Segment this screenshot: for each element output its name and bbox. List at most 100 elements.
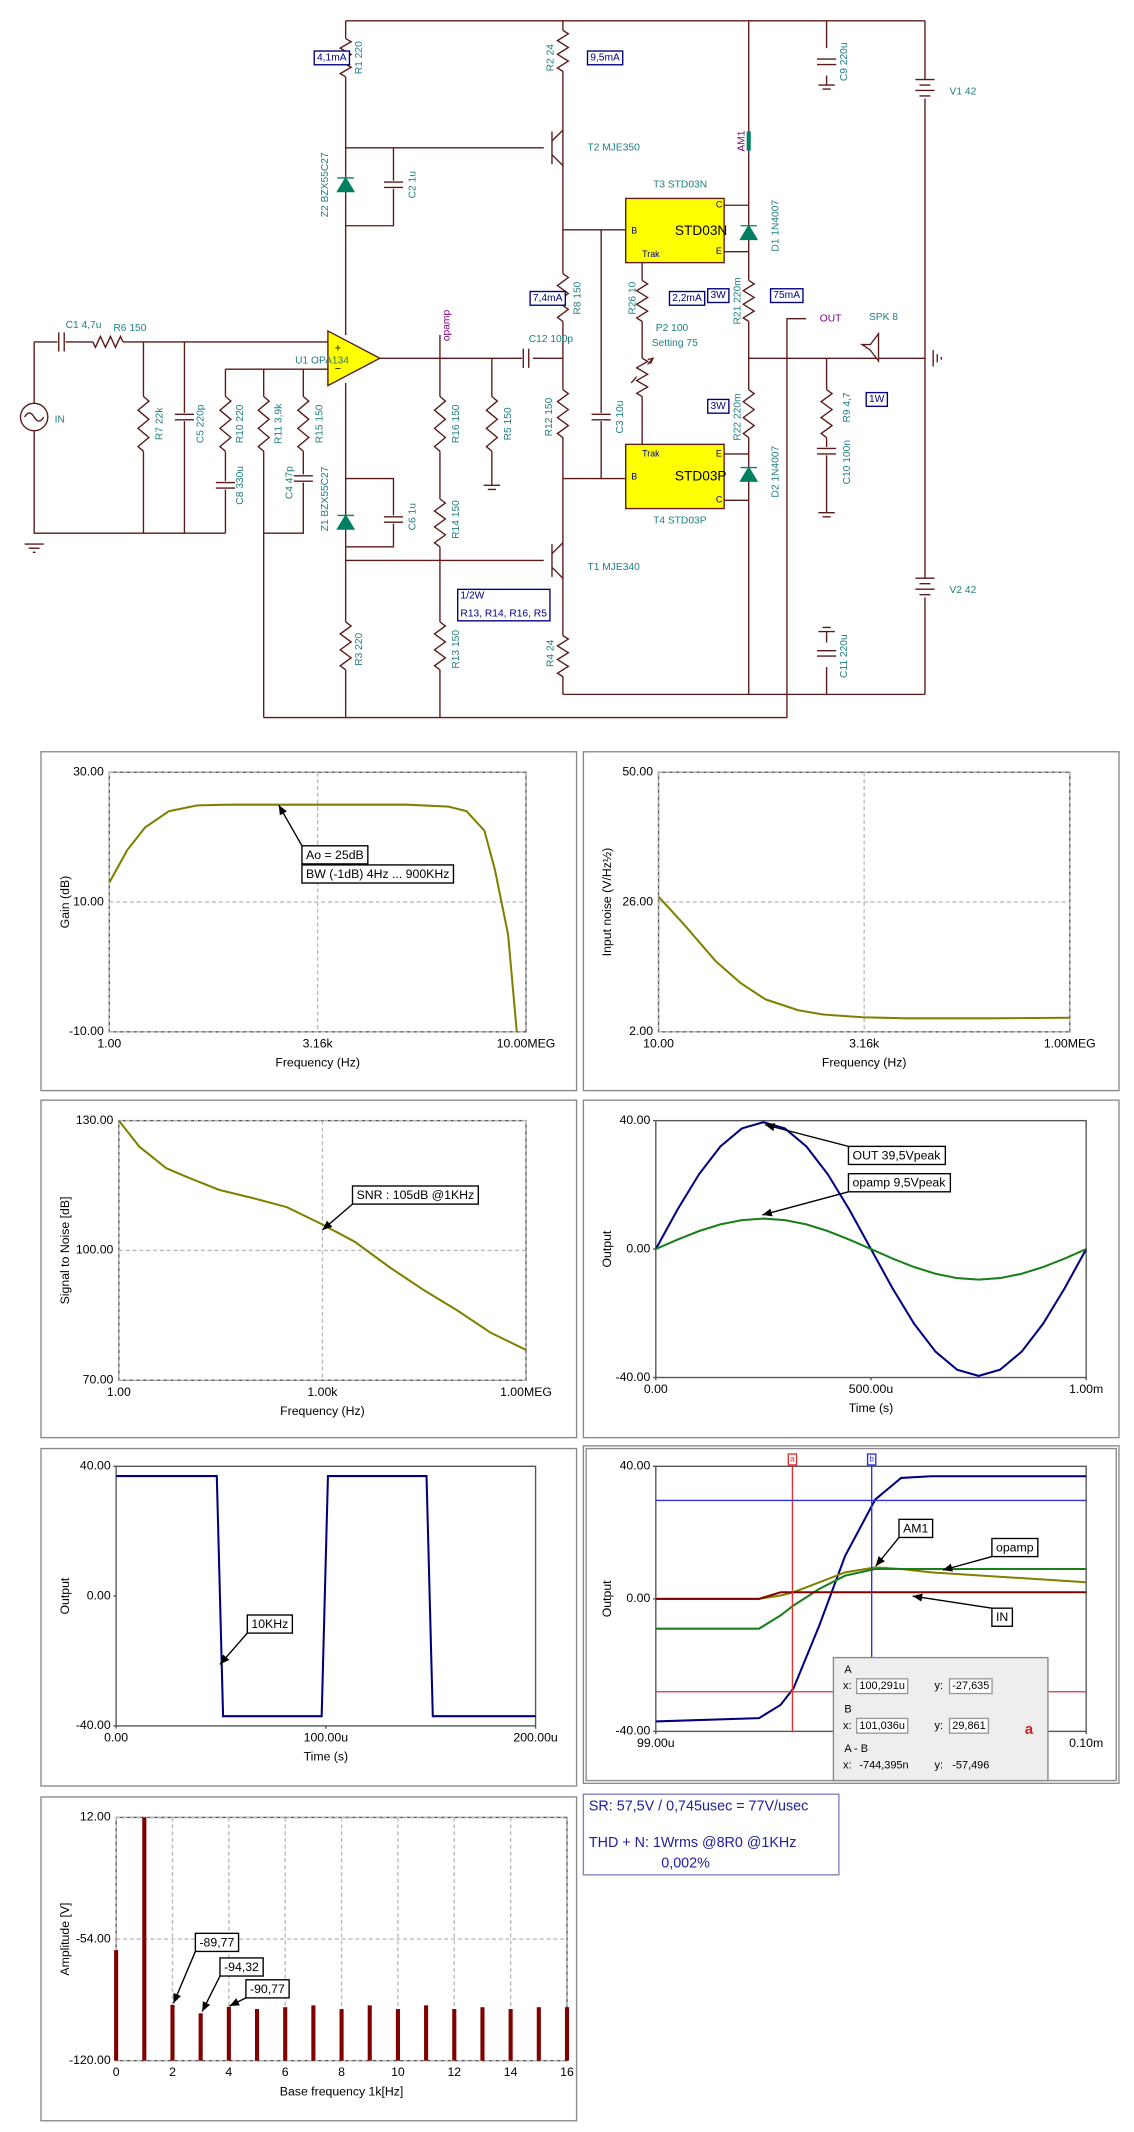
resistor xyxy=(556,29,570,72)
label-box xyxy=(457,588,551,622)
component-label: R8 150 xyxy=(573,281,584,314)
capacitor-gap xyxy=(174,412,195,422)
capacitor xyxy=(58,332,65,352)
cursor-name: A - B xyxy=(844,1743,868,1755)
x-tick-label: 14 xyxy=(504,2065,518,2079)
annotation: IN xyxy=(996,1610,1008,1624)
component-label: D2 1N4007 xyxy=(771,445,782,497)
resistor xyxy=(741,279,756,322)
cursor-x: 100,291u xyxy=(859,1680,905,1692)
annotation: SNR : 105dB @1KHz xyxy=(357,1188,475,1202)
component-label: E xyxy=(716,246,722,256)
component-label: C5 220p xyxy=(196,404,207,443)
component-label: T4 STD03P xyxy=(653,516,707,527)
component-label: Setting 75 xyxy=(652,338,698,349)
cursor-name: A xyxy=(844,1664,852,1676)
component-label: 2,2mA xyxy=(672,293,702,304)
y-axis-label: Amplitude [V] xyxy=(58,1903,72,1976)
component-label: STD03N xyxy=(675,223,727,238)
annotation-arrow xyxy=(321,1203,353,1231)
component-label: AM1 xyxy=(737,130,748,151)
y-tick-label: 50.00 xyxy=(622,765,653,779)
component-label: T3 STD03N xyxy=(653,179,707,190)
annotation: -94,32 xyxy=(224,1960,259,1974)
cursor-x: -744,395n xyxy=(859,1759,908,1771)
x-tick-label: 99.00u xyxy=(637,1736,675,1750)
component-label: R1 220 xyxy=(354,41,365,74)
component-label: C3 10u xyxy=(615,400,626,433)
y-axis-label: Input noise (V/Hz½) xyxy=(600,848,614,957)
y-axis-label: Output xyxy=(600,1580,614,1617)
chart-panel: -40.00 0.00 40.00 99.00u 0.10m Output AM1 opamp… xyxy=(582,1445,1120,1784)
component-label: C xyxy=(716,200,723,210)
capacitor-gap xyxy=(383,515,404,524)
bar xyxy=(536,2007,541,2061)
label-box xyxy=(301,845,369,865)
annotation-arrow xyxy=(764,1123,849,1148)
component-label: D1 1N4007 xyxy=(771,200,782,252)
y-tick-label: -54.00 xyxy=(76,1931,111,1945)
component-label: Z1 BZX55C27 xyxy=(320,466,331,531)
component-label: IN xyxy=(55,414,65,425)
bar xyxy=(254,2009,260,2061)
capacitor-gap xyxy=(521,348,531,368)
annotation: -89,77 xyxy=(199,1935,234,1949)
y-tick-label: 40.00 xyxy=(620,1113,651,1127)
component-label: V2 42 xyxy=(950,585,977,596)
notes: SR: 57,5V / 0,745usec = 77V/usec THD + N:… xyxy=(582,1793,840,1876)
bar xyxy=(564,2007,570,2061)
resistor xyxy=(433,621,447,671)
x-tick-label: 1.00 xyxy=(107,1385,131,1399)
component-label: 75mA xyxy=(773,290,800,301)
component-label: Z2 BZX55C27 xyxy=(320,152,331,217)
y-tick-label: 12.00 xyxy=(80,1810,111,1824)
chart-panel: 70.00 100.00 130.00 1.00 1.00k 1.00MEG Frequen… xyxy=(40,1099,578,1439)
chart-panel: -10.00 10.00 30.00 1.00 3.16k 10.00MEG Frequen… xyxy=(40,751,578,1092)
component-label: 3W xyxy=(710,290,726,301)
resistor xyxy=(218,396,232,452)
capacitor xyxy=(817,447,837,455)
component-label: 9,5mA xyxy=(590,52,620,63)
diode xyxy=(739,466,759,482)
series-line xyxy=(655,1217,1087,1281)
thd-line: THD + N: 1Wrms @8R0 @1KHz xyxy=(589,1835,797,1851)
series-line xyxy=(655,1475,1087,1723)
series-line xyxy=(655,1566,1087,1600)
bar xyxy=(311,2005,316,2061)
bar xyxy=(198,2013,203,2061)
annotation-arrow xyxy=(219,1632,248,1665)
label-box xyxy=(668,290,706,306)
component-label: V1 42 xyxy=(950,87,977,98)
component-label: R5 150 xyxy=(503,407,514,440)
resistor xyxy=(635,357,649,398)
x-tick-label: 1.00MEG xyxy=(1044,1036,1096,1050)
component-label: T2 MJE350 xyxy=(587,143,640,154)
x-tick-label: 0 xyxy=(113,2065,120,2079)
bar xyxy=(170,2004,175,2061)
label-box xyxy=(529,290,567,306)
y-tick-label: 100.00 xyxy=(76,1243,114,1257)
annotation: AM1 xyxy=(903,1521,928,1535)
label-box xyxy=(313,50,351,66)
annotation-arrow xyxy=(912,1593,993,1609)
component-label: C1 4,7u xyxy=(66,320,102,331)
component-label: R10 220 xyxy=(235,404,246,443)
component-label: R6 150 xyxy=(113,323,146,334)
y-tick-label: 10.00 xyxy=(73,894,104,908)
capacitor-gap xyxy=(591,412,611,422)
resistor xyxy=(92,334,124,349)
resistor xyxy=(296,396,310,452)
bar xyxy=(395,2009,400,2061)
y-tick-label: -40.00 xyxy=(76,1718,111,1732)
label-box xyxy=(707,288,730,304)
resistor xyxy=(433,396,447,452)
capacitor xyxy=(522,348,530,368)
y-axis-label: Output xyxy=(600,1230,614,1267)
component-label: R15 150 xyxy=(314,404,325,443)
annotation-arrow xyxy=(278,804,303,847)
capacitor-gap xyxy=(215,481,235,490)
series-line xyxy=(657,895,1070,1020)
component-label: R16 150 xyxy=(451,404,462,443)
